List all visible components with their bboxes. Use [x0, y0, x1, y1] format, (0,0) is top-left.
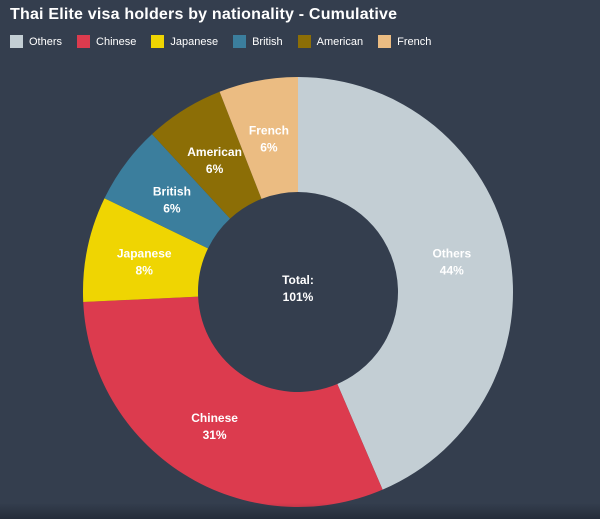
donut-center-label: Total: 101% [223, 272, 373, 306]
slice-value-text: 6% [206, 162, 224, 176]
legend-item-japanese[interactable]: Japanese [151, 35, 218, 48]
legend-label: Others [29, 35, 63, 48]
legend-swatch-icon [10, 35, 23, 48]
legend-item-american[interactable]: American [297, 35, 364, 48]
legend-swatch-icon [378, 35, 392, 48]
slice-label-chinese: Chinese 31% [191, 411, 238, 442]
slice-value-text: 6% [163, 202, 181, 216]
slice-name-text: American [187, 145, 242, 159]
slice-british[interactable] [104, 134, 231, 249]
slice-label-american: American 6% [187, 145, 242, 176]
slice-japanese[interactable] [82, 198, 208, 303]
legend-label: British [252, 35, 283, 48]
slice-chinese[interactable] [83, 296, 383, 508]
slice-label-japanese: Japanese 8% [117, 247, 172, 278]
total-value: 101% [282, 290, 314, 304]
slice-others[interactable] [298, 77, 513, 490]
slice-value-text: 44% [440, 264, 464, 278]
legend-swatch-icon [233, 35, 247, 48]
slice-name-text: Others [432, 247, 471, 261]
legend-swatch-icon [77, 35, 91, 48]
slice-name-text: British [153, 185, 191, 199]
slice-name-text: French [249, 124, 289, 138]
legend-item-others[interactable]: Others [10, 35, 62, 48]
slice-label-french: French 6% [249, 124, 289, 155]
legend-label: American [316, 35, 364, 48]
legend-label: Chinese [96, 35, 137, 48]
slice-name-text: Chinese [191, 411, 238, 425]
legend: Others Chinese Japanese British American Fren… [10, 35, 431, 48]
slice-french[interactable] [219, 77, 298, 199]
legend-swatch-icon [151, 35, 165, 48]
chart-title: Thai Elite visa holders by nationality -… [10, 6, 398, 23]
legend-item-british[interactable]: British [233, 35, 283, 48]
slice-label-british: British 6% [153, 185, 191, 216]
slice-american[interactable] [152, 91, 262, 219]
slice-label-others: Others 44% [432, 247, 471, 278]
legend-swatch-icon [297, 35, 311, 48]
slice-value-text: 8% [136, 264, 154, 278]
slice-value-text: 31% [203, 428, 227, 442]
legend-label: Japanese [170, 35, 219, 48]
slice-name-text: Japanese [117, 247, 172, 261]
legend-item-chinese[interactable]: Chinese [77, 35, 136, 48]
total-label: Total: [282, 273, 314, 287]
legend-label: French [397, 35, 432, 48]
legend-item-french[interactable]: French [378, 35, 431, 48]
slice-value-text: 6% [260, 141, 278, 155]
